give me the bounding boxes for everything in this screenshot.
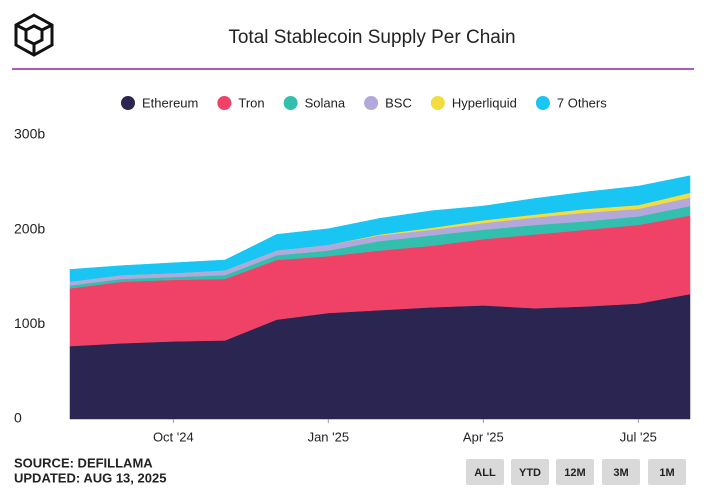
button-label: 1M	[659, 467, 674, 479]
x-tick-label: Jul '25	[620, 429, 657, 444]
range-button[interactable]: 1M	[648, 459, 686, 485]
range-button[interactable]: ALL	[466, 459, 504, 485]
range-button[interactable]: 12M	[556, 459, 594, 485]
legend-label: 7 Others	[557, 95, 607, 110]
button-bg	[602, 459, 640, 485]
x-tick-label: Oct '24	[153, 429, 194, 444]
legend-label: Hyperliquid	[452, 95, 517, 110]
y-tick-label: 200b	[14, 220, 45, 236]
button-bg	[466, 459, 504, 485]
button-bg	[556, 459, 594, 485]
range-button[interactable]: YTD	[511, 459, 549, 485]
legend-swatch	[217, 96, 232, 110]
legend-swatch	[121, 96, 135, 110]
legend-swatch	[364, 96, 379, 110]
updated: UPDATED: AUG 13, 2025	[14, 470, 166, 485]
legend-swatch	[283, 96, 298, 110]
button-bg	[511, 459, 549, 485]
legend-label: Solana	[305, 95, 346, 110]
legend-label: Tron	[238, 95, 264, 110]
y-tick-label: 300b	[14, 126, 45, 142]
y-tick-label: 0	[14, 410, 22, 426]
source: SOURCE: DEFILLAMA	[14, 455, 153, 470]
area	[69, 175, 691, 283]
y-tick-label: 100b	[14, 315, 45, 331]
legend-swatch	[430, 96, 445, 110]
x-tick-label: Apr '25	[463, 429, 504, 444]
chart-title: Total Stablecoin Supply Per Chain	[228, 27, 515, 48]
legend-swatch	[535, 96, 550, 110]
legend-label: Ethereum	[142, 95, 198, 110]
button-label: ALL	[474, 467, 496, 479]
button-label: YTD	[519, 467, 541, 479]
range-button[interactable]: 3M	[602, 459, 640, 485]
button-label: 3M	[613, 467, 628, 479]
button-bg	[648, 459, 686, 485]
button-label: 12M	[564, 467, 585, 479]
x-tick-label: Jan '25	[308, 429, 350, 444]
logo	[14, 13, 54, 57]
legend-label: BSC	[385, 95, 412, 110]
